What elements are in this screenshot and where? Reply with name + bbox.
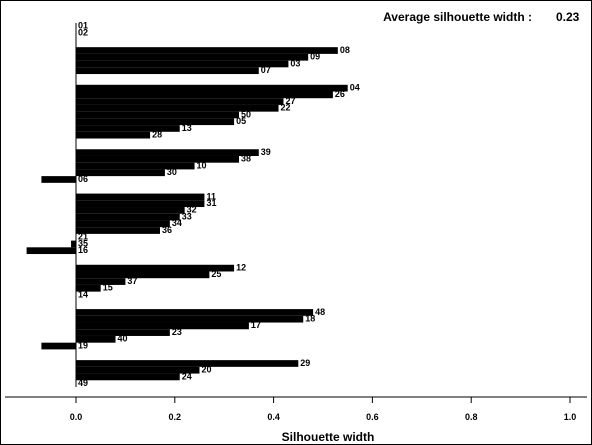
x-tick-label: 0.4 xyxy=(267,412,280,422)
silhouette-bar-19 xyxy=(41,342,76,350)
bar-label-32: 32 xyxy=(187,205,197,215)
bar-label-02: 02 xyxy=(78,27,88,37)
bar-label-25: 25 xyxy=(211,269,221,279)
bar-label-24: 24 xyxy=(182,371,192,381)
silhouette-bar-48 xyxy=(76,309,314,316)
x-tick-label: 0.0 xyxy=(70,412,83,422)
bar-label-48: 48 xyxy=(315,307,325,317)
silhouette-bar-39 xyxy=(76,149,259,156)
bar-label-39: 39 xyxy=(261,147,271,157)
silhouette-bar-03 xyxy=(76,60,289,68)
silhouette-bar-35 xyxy=(71,240,76,248)
bar-label-18: 18 xyxy=(305,314,315,324)
silhouette-bar-33 xyxy=(76,213,180,221)
bar-label-27: 27 xyxy=(285,96,295,106)
bar-label-19: 19 xyxy=(78,340,88,350)
silhouette-bar-37 xyxy=(76,278,126,285)
silhouette-bar-30 xyxy=(76,169,165,177)
x-tick-label: 1.0 xyxy=(564,412,577,422)
x-tick-label: 0.6 xyxy=(366,412,379,422)
silhouette-bar-28 xyxy=(76,131,151,139)
silhouette-bar-40 xyxy=(76,335,116,343)
silhouette-bar-29 xyxy=(76,360,299,367)
x-axis-label: Silhouette width xyxy=(282,430,375,444)
bar-label-22: 22 xyxy=(281,103,291,113)
silhouette-bar-36 xyxy=(76,227,160,234)
bar-label-17: 17 xyxy=(251,320,261,330)
bar-label-33: 33 xyxy=(182,211,192,221)
x-tick-label: 0.8 xyxy=(465,412,478,422)
silhouette-bar-31 xyxy=(76,200,205,208)
x-axis-ticks: 0.0 0.2 0.4 0.6 0.8 1.0 xyxy=(70,397,577,422)
bar-label-12: 12 xyxy=(236,262,246,272)
bar-label-31: 31 xyxy=(206,198,216,208)
bar-label-36: 36 xyxy=(162,225,172,235)
bar-label-38: 38 xyxy=(241,154,251,164)
silhouette-bar-04 xyxy=(76,84,348,92)
silhouette-bar-27 xyxy=(76,98,284,105)
average-silhouette-label: Average silhouette width : xyxy=(383,10,532,24)
bar-label-16: 16 xyxy=(78,245,88,255)
bar-label-06: 06 xyxy=(78,174,88,184)
bar-label-09: 09 xyxy=(310,52,320,62)
bar-label-21: 21 xyxy=(78,232,88,242)
bar-label-30: 30 xyxy=(167,167,177,177)
bar-label-49: 49 xyxy=(78,378,88,388)
silhouette-bar-09 xyxy=(76,53,309,61)
silhouette-bar-32 xyxy=(76,207,185,214)
bar-label-35: 35 xyxy=(78,238,88,248)
bar-label-04: 04 xyxy=(350,83,360,93)
bar-label-37: 37 xyxy=(127,276,137,286)
bar-label-34: 34 xyxy=(172,218,182,228)
bar-label-07: 07 xyxy=(261,65,271,75)
bar-label-01: 01 xyxy=(78,21,88,31)
bar-label-29: 29 xyxy=(300,358,310,368)
average-silhouette-value: 0.23 xyxy=(556,10,580,24)
silhouette-bar-22 xyxy=(76,104,279,112)
bar-label-05: 05 xyxy=(236,116,246,126)
silhouette-bar-34 xyxy=(76,220,170,228)
silhouette-bar-05 xyxy=(76,118,235,126)
silhouette-bar-08 xyxy=(76,47,338,54)
bar-label-13: 13 xyxy=(182,123,192,133)
bar-label-28: 28 xyxy=(152,130,162,140)
silhouette-bar-23 xyxy=(76,329,170,336)
silhouette-bar-38 xyxy=(76,155,240,163)
silhouette-bar-07 xyxy=(76,67,259,75)
bar-label-50: 50 xyxy=(241,109,251,119)
bar-label-20: 20 xyxy=(202,365,212,375)
bar-label-23: 23 xyxy=(172,327,182,337)
bar-label-11: 11 xyxy=(206,191,216,201)
silhouette-bar-13 xyxy=(76,125,180,132)
bar-label-08: 08 xyxy=(340,45,350,55)
silhouette-bar-50 xyxy=(76,111,240,119)
silhouette-bar-16 xyxy=(26,247,77,255)
bar-label-10: 10 xyxy=(197,160,207,170)
bars-layer xyxy=(26,47,348,381)
bar-label-03: 03 xyxy=(290,58,300,68)
silhouette-bar-12 xyxy=(76,264,235,272)
x-tick-label: 0.2 xyxy=(169,412,182,422)
bar-label-15: 15 xyxy=(103,283,113,293)
silhouette-bar-11 xyxy=(76,193,205,201)
silhouette-bar-17 xyxy=(76,322,249,330)
silhouette-bar-18 xyxy=(76,315,304,323)
bar-label-26: 26 xyxy=(335,89,345,99)
silhouette-bar-25 xyxy=(76,271,210,279)
silhouette-bar-10 xyxy=(76,162,195,170)
silhouette-bar-15 xyxy=(76,284,101,292)
bar-label-40: 40 xyxy=(118,334,128,344)
silhouette-bar-26 xyxy=(76,91,333,99)
bar-label-14: 14 xyxy=(78,289,88,299)
silhouette-bar-24 xyxy=(76,373,180,381)
silhouette-bar-20 xyxy=(76,366,200,374)
silhouette-bar-06 xyxy=(41,176,76,183)
